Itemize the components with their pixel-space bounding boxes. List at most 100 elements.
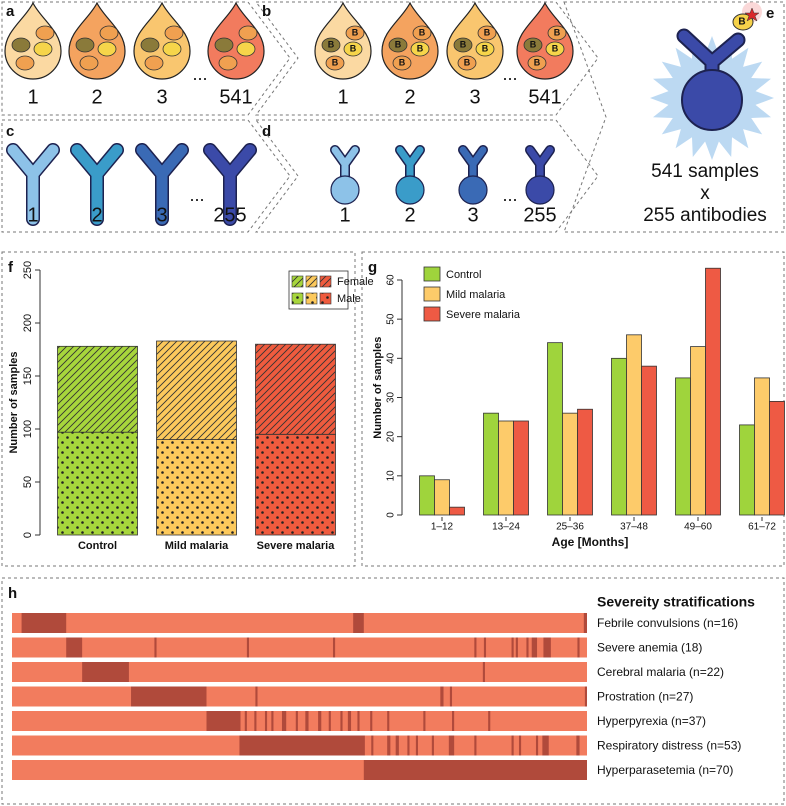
bead [525, 175, 555, 205]
legend-swatch [291, 292, 304, 305]
legend-swatch [291, 275, 304, 288]
bar [434, 479, 450, 516]
bead-label: B [482, 43, 489, 53]
positive-segment [370, 711, 373, 731]
bar-segment [57, 431, 138, 536]
antigen [523, 37, 543, 53]
legend-label: Control [446, 269, 481, 281]
strip [12, 637, 587, 658]
positive-segment [340, 711, 343, 731]
positive-segment [281, 711, 287, 731]
bead-label: B [332, 57, 339, 67]
y-tick-label: 0 [22, 532, 34, 538]
positive-segment [21, 613, 67, 633]
row-label: Hyperparasetemia (n=70) [597, 763, 733, 777]
y-axis-label: Number of samples [372, 337, 384, 439]
bead-label: B [738, 17, 745, 28]
positive-segment [357, 711, 360, 731]
summary-line: 541 samples [651, 161, 759, 182]
panel-label: f [8, 259, 14, 276]
legend-swatch [319, 275, 332, 288]
antigen [527, 55, 547, 71]
antigen [33, 41, 53, 57]
panel-label: d [262, 123, 271, 140]
y-tick-label: 50 [22, 476, 34, 488]
ellipsis: ... [502, 64, 517, 84]
row-label: Hyperpyrexia (n=37) [597, 714, 706, 728]
sample-number: 1 [337, 86, 348, 108]
positive-segment [254, 711, 257, 731]
strip-title: Severeity stratifications [597, 594, 755, 610]
sample-number: 2 [91, 86, 102, 108]
positive-segment [363, 760, 587, 780]
strip [12, 686, 587, 707]
antigen [325, 55, 345, 71]
positive-segment [246, 637, 250, 658]
row-label: Febrile convulsions (n=16) [597, 616, 738, 630]
y-tick-label: 100 [22, 420, 34, 438]
panel-label: b [262, 3, 271, 20]
positive-segment [131, 686, 207, 707]
y-tick-label: 150 [22, 367, 34, 385]
bar-segment [255, 433, 336, 536]
antibody [204, 144, 256, 225]
antigen [547, 25, 567, 41]
x-tick-label: 13–24 [492, 522, 520, 533]
positive-segment [347, 711, 352, 731]
legend-swatch [319, 292, 332, 305]
positive-segment [395, 735, 399, 756]
bar [754, 377, 770, 516]
legend-swatch [305, 275, 318, 288]
y-tick-label: 200 [22, 314, 34, 332]
positive-segment [448, 735, 455, 756]
positive-segment [431, 735, 434, 756]
positive-segment [387, 711, 390, 731]
bar [498, 420, 514, 516]
y-axis-label: Number of samples [8, 351, 20, 453]
antigen [345, 25, 365, 41]
positive-segment [353, 613, 364, 633]
positive-segment [474, 637, 477, 658]
antigen [164, 25, 184, 41]
bead [330, 175, 360, 205]
bead-label: B [460, 39, 467, 49]
bead-label: B [417, 43, 424, 53]
bead-label: B [419, 27, 426, 37]
bar [739, 424, 755, 516]
positive-segment [271, 711, 274, 731]
antigen [545, 41, 565, 57]
x-tick-label: Mild malaria [165, 540, 229, 552]
antibody [71, 144, 123, 225]
legend-label: Mild malaria [446, 289, 506, 301]
sample-number: 541 [528, 86, 561, 108]
x-tick-label: 1–12 [431, 522, 454, 533]
y-tick-label: 250 [22, 261, 34, 279]
bar [513, 420, 529, 516]
bead-label: B [552, 43, 559, 53]
antibody [136, 144, 188, 225]
bar [547, 342, 563, 516]
positive-segment [295, 711, 298, 731]
bar-segment [156, 439, 237, 536]
panel-label: c [6, 123, 14, 140]
positive-segment [482, 662, 485, 682]
strip [12, 711, 587, 731]
row-label: Cerebral malaria (n=22) [597, 665, 724, 679]
sample-number: 3 [469, 86, 480, 108]
antibody-number: 1 [27, 204, 38, 226]
x-tick-label: 61–72 [748, 522, 776, 533]
x-tick-label: 25–36 [556, 522, 584, 533]
panel-label: h [8, 585, 17, 602]
positive-segment [576, 735, 580, 756]
panel-d-border [255, 119, 599, 233]
bar [641, 365, 657, 516]
bar-segment [156, 340, 237, 440]
positive-segment [511, 637, 514, 658]
antigen [214, 37, 234, 53]
positive-segment [371, 735, 374, 756]
bar [577, 408, 593, 516]
strip [12, 662, 587, 682]
bar [769, 401, 785, 516]
antibody-number: 3 [156, 204, 167, 226]
positive-segment [206, 711, 241, 731]
